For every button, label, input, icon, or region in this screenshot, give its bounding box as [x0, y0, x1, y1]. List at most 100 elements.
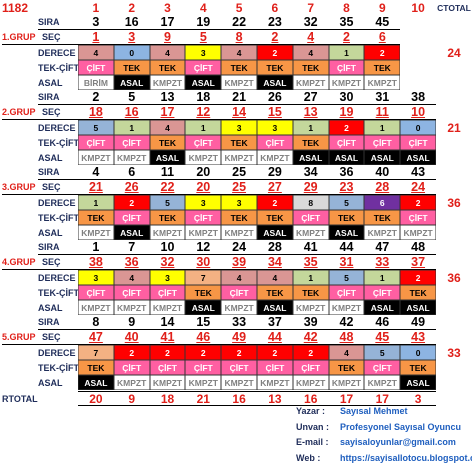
prime-cell: KMPZT — [149, 75, 186, 90]
prime-cell: KMPZT — [400, 225, 436, 240]
selected-number: 9 — [149, 30, 186, 45]
prime-cell: KMPZT — [364, 75, 401, 90]
row-label: ASAL — [38, 377, 63, 388]
degree-cell: 7 — [185, 270, 222, 285]
order-number: 6 — [113, 165, 150, 180]
prime-cell: KMPZT — [292, 75, 329, 90]
selected-number: 2 — [328, 30, 365, 45]
parity-cell: TEK — [400, 285, 436, 300]
degree-cell: 3 — [221, 195, 257, 210]
prime-cell: ASAL — [400, 375, 436, 390]
prime-cell: BİRİM — [78, 75, 114, 90]
order-number: 34 — [292, 165, 329, 180]
degree-cell: 0 — [400, 120, 436, 135]
degree-cell: 3 — [257, 120, 293, 135]
order-number: 29 — [257, 165, 293, 180]
degree-cell: 4 — [292, 45, 329, 60]
order-number: 43 — [400, 165, 436, 180]
row-label: ASAL — [38, 152, 63, 163]
selected-number: 2 — [257, 30, 293, 45]
order-number: 45 — [364, 15, 401, 30]
selected-number: 49 — [221, 330, 257, 345]
selected-number: 36 — [113, 255, 150, 270]
selected-number: 46 — [185, 330, 222, 345]
order-number: 28 — [257, 240, 293, 255]
selected-number: 39 — [221, 255, 257, 270]
footer-value: Profesyonel Sayısal Oyuncu — [340, 421, 462, 432]
prime-cell: KMPZT — [292, 375, 329, 390]
prime-cell: ASAL — [113, 225, 150, 240]
order-number: 23 — [257, 15, 293, 30]
selected-number: 6 — [364, 30, 401, 45]
degree-cell: 3 — [221, 120, 257, 135]
selected-number: 20 — [185, 180, 222, 195]
footer-label: Yazar : — [296, 406, 326, 416]
selected-number: 38 — [78, 255, 114, 270]
parity-cell: ÇİFT — [149, 285, 186, 300]
order-number: 21 — [221, 90, 257, 105]
row-label: SIRA — [38, 15, 78, 30]
parity-cell: ÇİFT — [292, 210, 329, 225]
degree-cell: 2 — [149, 345, 186, 360]
degree-cell: 2 — [400, 270, 436, 285]
footer-label: E-mail : — [296, 437, 329, 447]
order-number: 11 — [149, 165, 186, 180]
parity-cell: TEK — [257, 60, 293, 75]
order-number: 39 — [292, 315, 329, 330]
column-header: 9 — [378, 0, 386, 15]
footer-label: Unvan : — [296, 421, 330, 432]
order-number: 19 — [185, 15, 222, 30]
parity-cell: ÇİFT — [185, 360, 222, 375]
row-label: TEK-ÇİFT — [38, 212, 79, 223]
group-total: 36 — [447, 270, 461, 285]
order-number: 18 — [185, 90, 222, 105]
row-label: DERECE — [38, 47, 76, 58]
prime-cell: KMPZT — [221, 75, 257, 90]
selected-number: 25 — [221, 180, 257, 195]
parity-cell: TEK — [221, 210, 257, 225]
parity-cell: TEK — [185, 285, 222, 300]
selected-number: 5 — [185, 30, 222, 45]
order-number: 9 — [113, 315, 150, 330]
selected-number: 4 — [292, 30, 329, 45]
selected-number: 33 — [364, 255, 401, 270]
parity-cell: TEK — [149, 210, 186, 225]
column-header: 5 — [235, 0, 243, 15]
degree-cell: 2 — [292, 345, 329, 360]
rtotal-header: RTOTAL — [2, 393, 38, 404]
parity-cell: ÇİFT — [113, 135, 150, 150]
column-total: 9 — [113, 391, 150, 406]
row-label: TEK-ÇİFT — [38, 137, 79, 148]
order-number: 12 — [185, 240, 222, 255]
degree-cell: 2 — [257, 195, 293, 210]
degree-cell: 3 — [149, 270, 186, 285]
order-number: 13 — [149, 90, 186, 105]
group-total: 24 — [447, 45, 461, 60]
order-number: 37 — [257, 315, 293, 330]
selected-number: 16 — [113, 105, 150, 120]
selected-number: 45 — [364, 330, 401, 345]
prime-cell: KMPZT — [149, 375, 186, 390]
degree-cell: 4 — [221, 270, 257, 285]
row-label: DERECE — [38, 272, 76, 283]
prime-cell: ASAL — [364, 300, 401, 315]
column-total: 20 — [78, 391, 114, 406]
prime-cell: ASAL — [149, 150, 186, 165]
row-label: SEÇ — [42, 180, 78, 195]
degree-cell: 4 — [78, 45, 114, 60]
prime-cell: KMPZT — [257, 150, 293, 165]
selected-number: 30 — [185, 255, 222, 270]
selected-number: 42 — [292, 330, 329, 345]
order-number: 47 — [364, 240, 401, 255]
group-total: 21 — [447, 120, 461, 135]
parity-cell: ÇİFT — [364, 285, 401, 300]
order-number: 20 — [185, 165, 222, 180]
column-total: 18 — [149, 391, 186, 406]
column-header: 6 — [271, 0, 279, 15]
prime-cell: KMPZT — [221, 225, 257, 240]
order-number: 14 — [149, 315, 186, 330]
order-number: 33 — [221, 315, 257, 330]
prime-cell: ASAL — [328, 150, 365, 165]
degree-cell: 4 — [149, 120, 186, 135]
degree-cell: 2 — [400, 195, 436, 210]
